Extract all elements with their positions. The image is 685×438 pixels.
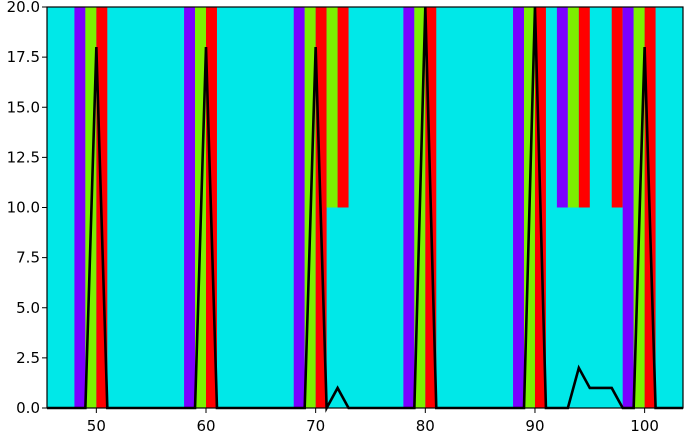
bar-9 bbox=[326, 7, 338, 208]
y-tick-label: 0.0 bbox=[16, 399, 40, 417]
bar-19 bbox=[578, 7, 590, 208]
y-tick-label: 10.0 bbox=[7, 199, 40, 217]
bar-3 bbox=[184, 7, 196, 408]
x-tick-label: 100 bbox=[630, 417, 659, 435]
bar-6 bbox=[293, 7, 305, 408]
bar-10 bbox=[337, 7, 349, 208]
y-tick-label: 5.0 bbox=[16, 299, 40, 317]
y-axis: 0.0 2.5 5.0 7.5 10.0 12.5 15.0 17.5 20.0 bbox=[7, 0, 47, 417]
bar-11 bbox=[403, 7, 415, 408]
x-axis: 50 60 70 80 90 100 bbox=[87, 408, 659, 435]
bar-20 bbox=[611, 7, 623, 208]
x-tick-label: 60 bbox=[196, 417, 215, 435]
bar-18 bbox=[567, 7, 579, 208]
x-tick-label: 90 bbox=[525, 417, 544, 435]
y-tick-label: 12.5 bbox=[7, 148, 40, 166]
x-tick-label: 50 bbox=[87, 417, 106, 435]
x-tick-label: 80 bbox=[416, 417, 435, 435]
y-tick-label: 7.5 bbox=[16, 249, 40, 267]
bar-0 bbox=[74, 7, 86, 408]
y-tick-label: 20.0 bbox=[7, 0, 40, 16]
y-tick-label: 15.0 bbox=[7, 98, 40, 116]
bar-21 bbox=[622, 7, 634, 408]
x-tick-label: 70 bbox=[306, 417, 325, 435]
y-tick-label: 17.5 bbox=[7, 48, 40, 66]
y-tick-label: 2.5 bbox=[16, 349, 40, 367]
bar-14 bbox=[513, 7, 524, 408]
bar-17 bbox=[556, 7, 568, 208]
